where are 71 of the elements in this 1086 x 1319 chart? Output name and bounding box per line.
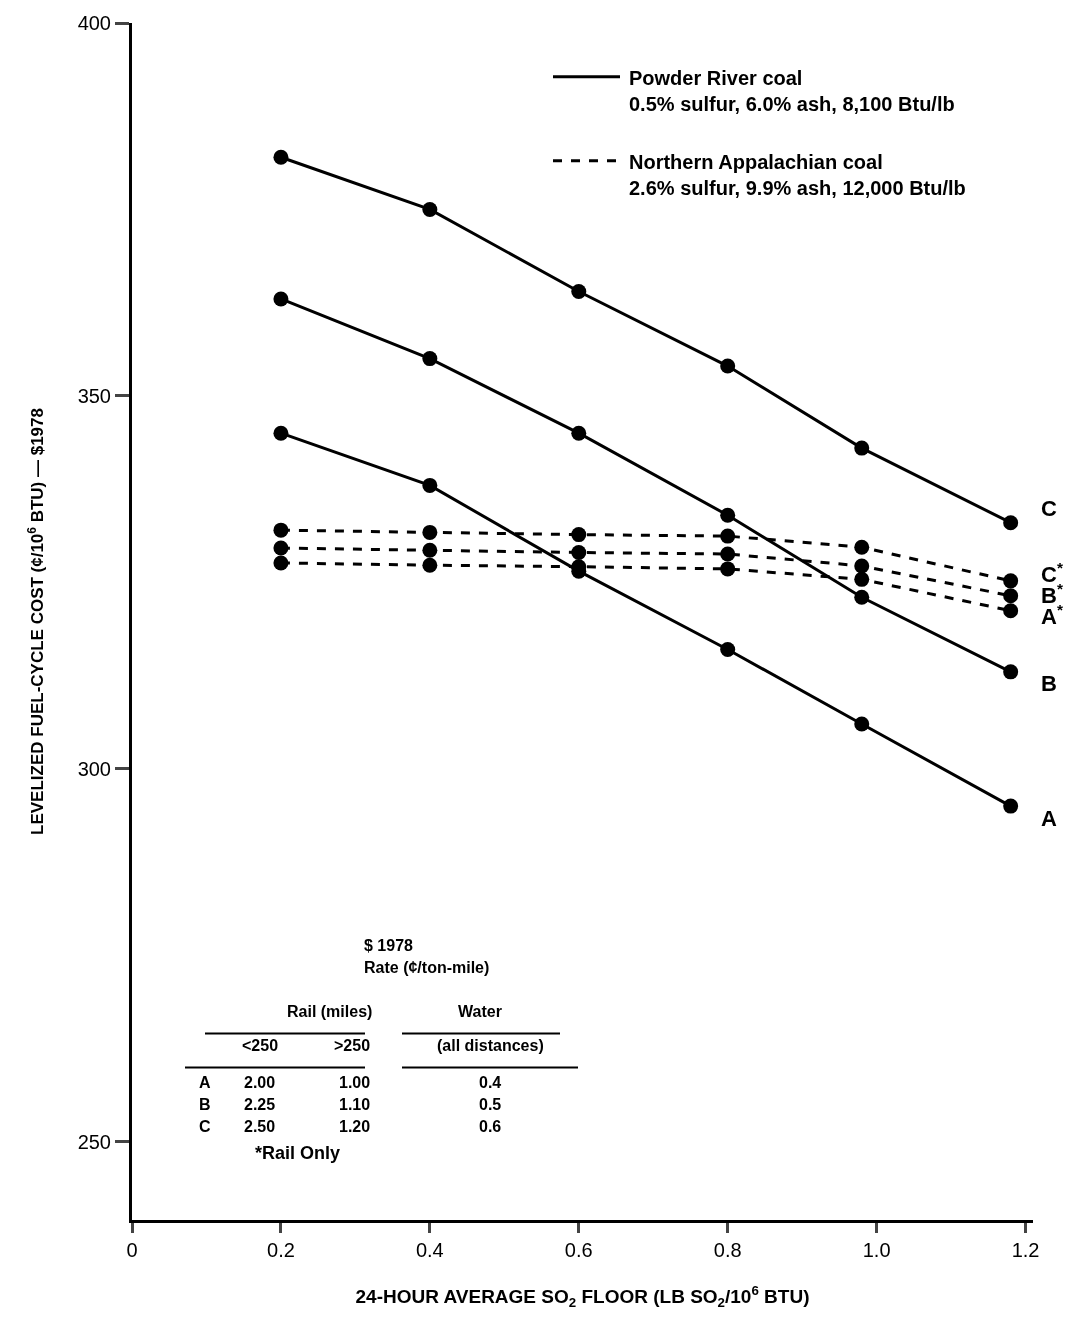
point bbox=[1003, 798, 1019, 814]
y-tick-label: 300 bbox=[77, 757, 111, 780]
point bbox=[720, 358, 736, 374]
annotation: C bbox=[199, 1118, 211, 1135]
annotation: (all distances) bbox=[437, 1037, 544, 1054]
y-tick-label: 400 bbox=[77, 12, 111, 34]
point bbox=[854, 558, 870, 574]
annotation: A bbox=[199, 1074, 211, 1091]
point bbox=[854, 571, 870, 587]
x-axis-title: 24-HOUR AVERAGE SO$_{2}$ FLOOR (LB SO$_{2}$/10$^{6}$ BTU) bbox=[355, 1282, 810, 1310]
point bbox=[1003, 515, 1019, 531]
annotation: <250 bbox=[242, 1037, 279, 1054]
annotation: 2.25 bbox=[244, 1096, 276, 1113]
point bbox=[1003, 588, 1019, 604]
point bbox=[422, 557, 438, 573]
x-tick-label: 0.8 bbox=[713, 1239, 742, 1261]
point bbox=[720, 528, 736, 544]
series-label: C bbox=[1041, 496, 1057, 521]
point bbox=[854, 440, 870, 456]
annotation: Powder River coal 0.5% sulfur, 6.0% ash, 8,100 Btu/lb bbox=[629, 67, 955, 115]
point bbox=[422, 542, 438, 558]
annotation: 2.50 bbox=[244, 1118, 276, 1135]
annotation: Water bbox=[458, 1003, 502, 1020]
point bbox=[571, 545, 587, 560]
y-tick-label: 350 bbox=[77, 384, 111, 407]
point bbox=[1003, 664, 1019, 680]
point bbox=[720, 507, 736, 523]
annotation: Northern Appalachian coal 2.6% sulfur, 9.9% ash, 12,000 Btu/lb bbox=[629, 151, 966, 199]
annotation: 0.5 bbox=[479, 1096, 502, 1113]
annotation: 1.10 bbox=[339, 1096, 371, 1113]
point bbox=[422, 201, 438, 217]
x-tick-label: 0.6 bbox=[564, 1239, 593, 1261]
series-label: B bbox=[1041, 671, 1057, 696]
annotation: B bbox=[199, 1096, 211, 1113]
point bbox=[273, 522, 289, 538]
x-tick-label: 1.2 bbox=[1011, 1239, 1040, 1261]
point bbox=[422, 524, 438, 540]
x-tick-label: 1.0 bbox=[862, 1239, 891, 1261]
x-tick-label: 0 bbox=[126, 1239, 138, 1261]
point bbox=[1003, 573, 1019, 589]
point bbox=[1003, 603, 1019, 619]
annotation: 1.00 bbox=[339, 1074, 371, 1091]
point bbox=[571, 425, 587, 441]
y-tick-label: 250 bbox=[77, 1130, 111, 1153]
point bbox=[720, 561, 736, 577]
point bbox=[720, 546, 736, 562]
x-tick-label: 0.2 bbox=[267, 1239, 295, 1261]
annotation: >250 bbox=[334, 1037, 371, 1054]
series-label: A bbox=[1041, 806, 1057, 831]
x-tick-label: 0.4 bbox=[415, 1239, 444, 1261]
point bbox=[273, 425, 289, 441]
point bbox=[422, 351, 438, 367]
point bbox=[422, 477, 438, 493]
point bbox=[273, 149, 289, 165]
point bbox=[571, 527, 587, 543]
point bbox=[854, 716, 870, 732]
point bbox=[273, 555, 289, 571]
annotation: *Rail Only bbox=[255, 1143, 341, 1163]
point bbox=[571, 283, 587, 299]
annotation: Rate (¢/ton-mile) bbox=[364, 959, 490, 976]
annotation: Rail (miles) bbox=[287, 1003, 373, 1020]
annotation: $ 1978 bbox=[364, 937, 414, 954]
point bbox=[854, 539, 870, 555]
annotation: 1.20 bbox=[339, 1118, 371, 1135]
annotation: 0.4 bbox=[479, 1074, 502, 1091]
point bbox=[854, 589, 870, 605]
annotation: 2.00 bbox=[244, 1074, 276, 1091]
annotation: 0.6 bbox=[479, 1118, 502, 1135]
point bbox=[720, 641, 736, 657]
point bbox=[273, 291, 289, 307]
point bbox=[273, 540, 289, 556]
